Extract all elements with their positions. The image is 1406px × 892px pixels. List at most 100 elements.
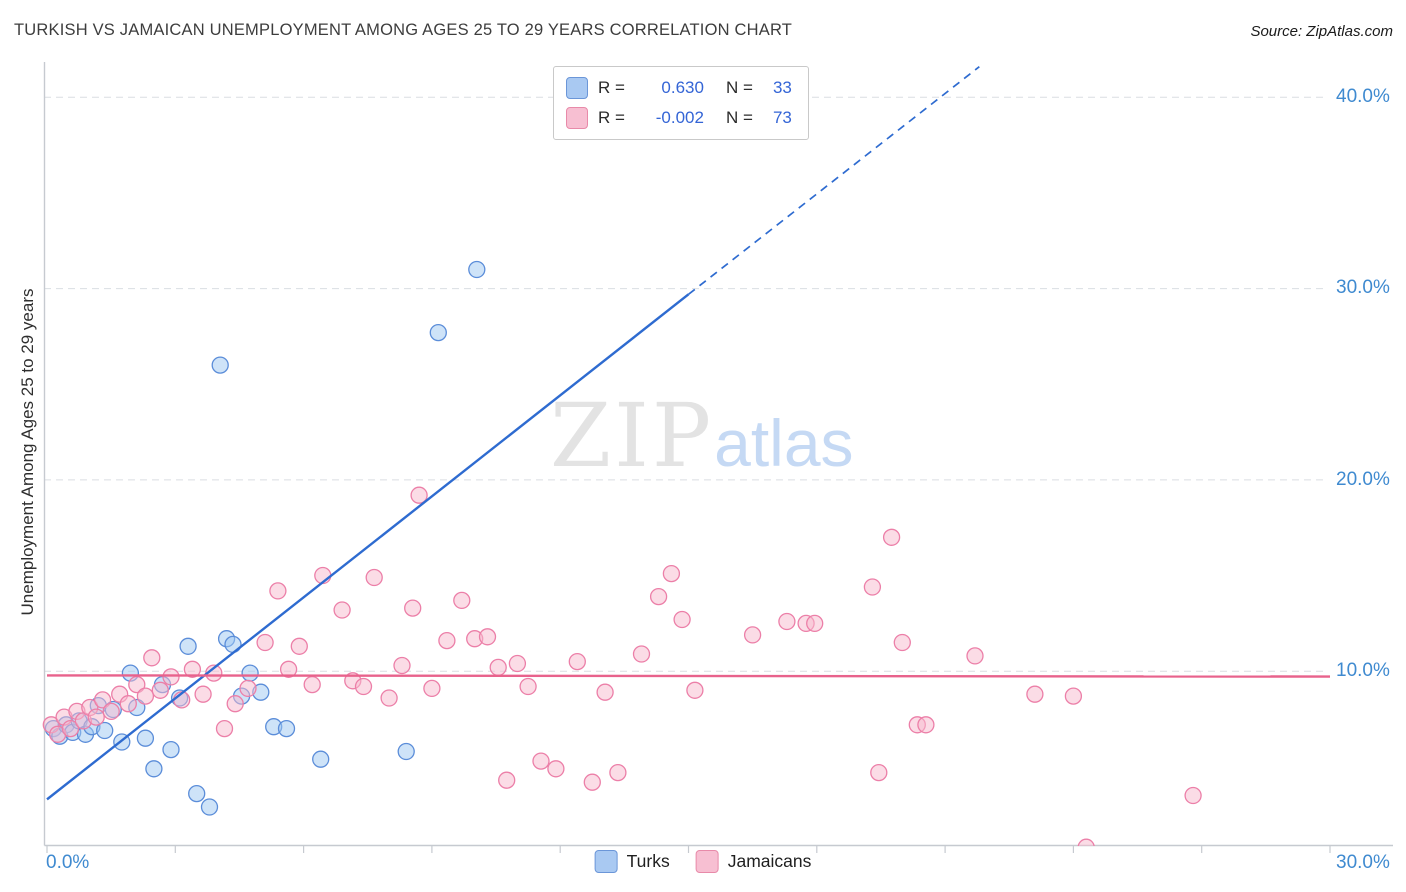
turks-point xyxy=(211,356,229,374)
n-label-jamaicans: N = xyxy=(725,108,753,127)
jamaicans-point xyxy=(673,610,691,629)
jamaicans-point xyxy=(778,612,796,631)
jamaicans-point xyxy=(410,486,428,504)
jamaicans-point xyxy=(508,654,527,673)
legend-row-jamaicans: R = -0.002 N = 73 xyxy=(566,107,792,129)
jamaicans-point xyxy=(632,645,651,663)
n-label-turks: N = xyxy=(725,78,753,97)
jamaicans-point xyxy=(256,633,274,652)
jamaicans-point xyxy=(194,685,212,703)
turks-point xyxy=(136,729,155,747)
turks-point xyxy=(277,719,296,738)
turks-point xyxy=(397,742,415,761)
bottom-legend: Turks Jamaicans xyxy=(594,850,812,873)
jamaicans-point xyxy=(453,591,471,610)
jamaicans-point xyxy=(151,681,169,699)
x-tick-30: 30.0% xyxy=(1336,852,1390,873)
jamaicans-point xyxy=(870,763,888,782)
jamaicans-point xyxy=(1026,685,1044,703)
jamaicans-point xyxy=(290,637,308,655)
jamaicans-point xyxy=(649,587,668,606)
jamaicans-point xyxy=(498,771,516,789)
r-value-turks: 0.630 xyxy=(661,78,704,97)
jamaicans-point xyxy=(354,677,373,696)
jamaicans-point xyxy=(917,716,935,734)
n-value-turks: 33 xyxy=(772,78,792,97)
jamaicans-trend-line xyxy=(46,674,1331,678)
jamaicans-point xyxy=(519,677,537,696)
turks-trend-extension xyxy=(687,66,980,296)
jamaicans-point xyxy=(102,702,120,721)
jamaicans-point xyxy=(269,582,287,600)
jamaicans-point xyxy=(609,763,627,782)
turks-point xyxy=(429,323,447,342)
jamaicans-point xyxy=(547,760,565,778)
jamaicans-point xyxy=(365,568,383,587)
n-value-jamaicans: 73 xyxy=(772,108,792,127)
jamaicans-legend-swatch xyxy=(695,850,719,873)
turks-swatch xyxy=(566,77,588,99)
jamaicans-point xyxy=(882,528,901,546)
jamaicans-point xyxy=(686,681,704,699)
jamaicans-point xyxy=(404,599,422,617)
y-tick-30: 30.0% xyxy=(1336,277,1390,298)
jamaicans-point xyxy=(662,564,681,583)
correlation-legend: R = 0.630 N = 33 R = -0.002 N = 73 xyxy=(553,66,809,140)
jamaicans-point xyxy=(303,675,321,694)
turks-point xyxy=(145,760,163,778)
turks-legend-swatch xyxy=(594,850,618,873)
jamaicans-point xyxy=(61,719,80,738)
r-value-jamaicans: -0.002 xyxy=(655,108,704,127)
y-tick-20: 20.0% xyxy=(1336,469,1390,490)
jamaicans-point xyxy=(93,691,112,709)
jamaicans-point xyxy=(333,601,351,619)
legend-item-jamaicans[interactable]: Jamaicans xyxy=(695,850,812,873)
turks-legend-label: Turks xyxy=(626,851,670,871)
x-tick-0: 0.0% xyxy=(46,852,90,873)
jamaicans-point xyxy=(596,683,614,701)
turks-trend-line xyxy=(46,293,690,801)
jamaicans-point xyxy=(893,633,911,652)
turks-point xyxy=(179,637,197,655)
jamaicans-point xyxy=(1184,786,1202,805)
y-tick-40: 40.0% xyxy=(1336,86,1390,107)
jamaicans-point xyxy=(489,658,507,677)
jamaicans-point xyxy=(532,752,550,770)
jamaicans-point xyxy=(743,626,762,644)
turks-point xyxy=(188,784,206,803)
jamaicans-point xyxy=(1064,687,1083,705)
jamaicans-point xyxy=(279,660,298,678)
jamaicans-point xyxy=(162,668,180,686)
y-tick-10: 10.0% xyxy=(1336,660,1390,681)
turks-point xyxy=(241,664,259,682)
jamaicans-point xyxy=(478,628,497,646)
y-axis-label: Unemployment Among Ages 25 to 29 years xyxy=(18,288,37,616)
jamaicans-point xyxy=(806,614,824,633)
jamaicans-point xyxy=(183,660,202,678)
source-link[interactable]: Source: ZipAtlas.com xyxy=(1250,23,1393,40)
turks-point xyxy=(468,260,486,279)
jamaicans-point xyxy=(119,695,137,713)
jamaicans-swatch xyxy=(566,107,588,129)
turks-point xyxy=(162,740,180,759)
r-label-turks: R = xyxy=(598,78,625,97)
jamaicans-point xyxy=(863,578,882,596)
jamaicans-point xyxy=(438,631,456,650)
jamaicans-legend-label: Jamaicans xyxy=(727,851,812,871)
legend-item-turks[interactable]: Turks xyxy=(594,850,670,873)
jamaicans-point xyxy=(423,679,441,698)
jamaicans-point xyxy=(143,649,161,667)
chart-title: TURKISH VS JAMAICAN UNEMPLOYMENT AMONG A… xyxy=(14,21,793,39)
jamaicans-point xyxy=(215,719,234,738)
jamaicans-point xyxy=(226,695,244,713)
jamaicans-point xyxy=(380,689,398,707)
jamaicans-point xyxy=(136,687,155,705)
jamaicans-point xyxy=(87,708,105,726)
turks-point xyxy=(312,750,330,768)
jamaicans-point xyxy=(966,647,984,665)
jamaicans-point xyxy=(583,773,601,791)
r-label-jamaicans: R = xyxy=(598,108,625,127)
legend-row-turks: R = 0.630 N = 33 xyxy=(566,77,792,99)
